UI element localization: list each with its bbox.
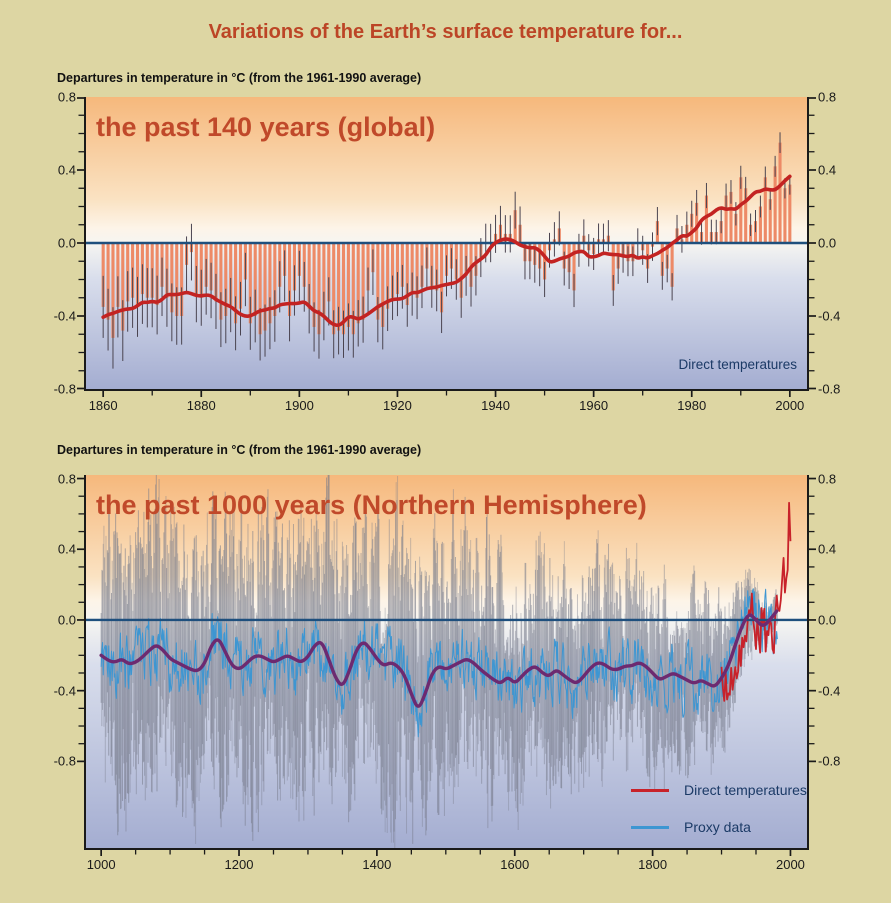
axis-tick-label: -0.8: [818, 753, 841, 769]
axis-tick-label: -0.8: [53, 381, 76, 397]
axis-tick-label: 0.0: [818, 612, 837, 628]
axis-tick-label: 1960: [579, 398, 609, 413]
legend-proxy-data-label: Proxy data: [684, 819, 751, 835]
axis-tick-label: -0.8: [818, 381, 841, 397]
axis-tick-label: 1900: [284, 398, 314, 413]
chart1-inner-title: the past 140 years (global): [96, 112, 436, 142]
axis-tick-label: -0.4: [818, 308, 841, 324]
legend-direct-temperatures-label: Direct temperatures: [684, 782, 807, 798]
chart2-subtitle: Departures in temperature in °C (from th…: [57, 443, 422, 457]
axis-tick-label: 0.8: [818, 89, 837, 105]
axis-tick-label: 0.4: [57, 162, 76, 178]
axis-tick-label: 1000: [86, 857, 116, 872]
axis-tick-label: 1600: [500, 857, 530, 872]
axis-tick-label: 0.0: [818, 235, 837, 251]
axis-tick-label: 0.0: [57, 235, 76, 251]
axis-tick-label: -0.4: [53, 683, 76, 699]
figure-title: Variations of the Earth’s surface temper…: [208, 21, 683, 43]
axis-tick-label: 0.4: [57, 541, 76, 557]
chart2-inner-title: the past 1000 years (Northern Hemisphere…: [96, 490, 647, 520]
axis-tick-label: 2000: [775, 398, 805, 413]
axis-tick-label: -0.4: [818, 683, 841, 699]
axis-tick-label: 0.8: [57, 89, 76, 105]
axis-tick-label: 1860: [88, 398, 118, 413]
axis-tick-label: 0.0: [57, 612, 76, 628]
axis-tick-label: 1920: [382, 398, 412, 413]
axis-tick-label: 1940: [481, 398, 511, 413]
chart1-plot-canvas: [76, 97, 817, 399]
axis-tick-label: 0.4: [818, 541, 837, 557]
axis-tick-label: 1880: [186, 398, 216, 413]
axis-tick-label: 1200: [224, 857, 254, 872]
legend-proxy-data-swatch: [631, 826, 669, 829]
chart2-plot-canvas: [76, 475, 817, 858]
axis-tick-label: -0.4: [53, 308, 76, 324]
axis-tick-label: 0.8: [57, 471, 76, 487]
axis-tick-label: 0.8: [818, 471, 837, 487]
axis-tick-label: 1980: [677, 398, 707, 413]
chart1-direct-temperatures-label: Direct temperatures: [678, 357, 797, 372]
axis-tick-label: -0.8: [53, 753, 76, 769]
chart1-subtitle: Departures in temperature in °C (from th…: [57, 71, 422, 85]
axis-tick-label: 1400: [362, 857, 392, 872]
axis-tick-label: 0.4: [818, 162, 837, 178]
axis-tick-label: 2000: [775, 857, 805, 872]
axis-tick-label: 1800: [638, 857, 668, 872]
legend-direct-temperatures-swatch: [631, 789, 669, 792]
